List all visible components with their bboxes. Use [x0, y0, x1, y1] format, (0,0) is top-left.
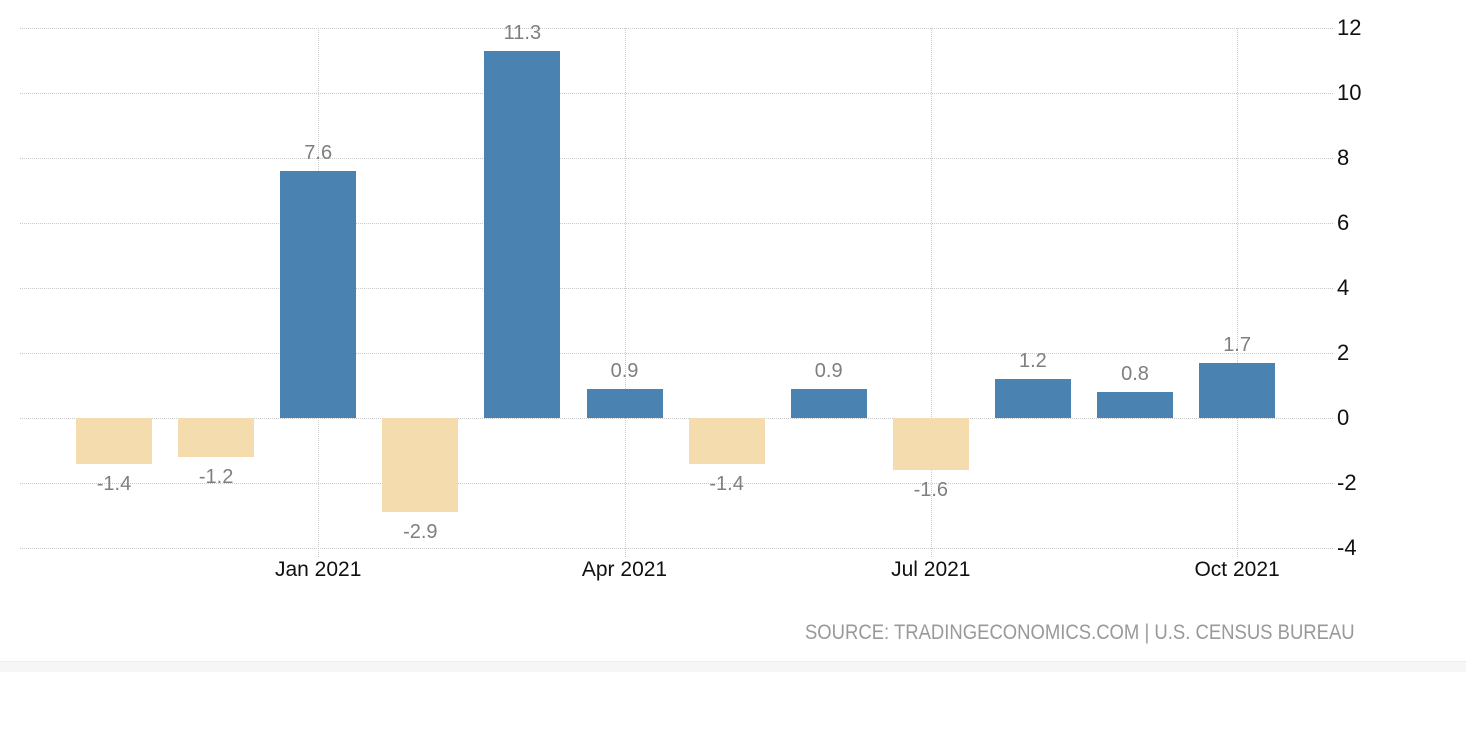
bar[interactable] — [280, 171, 357, 418]
bar-value-label: 0.9 — [814, 359, 843, 382]
v-gridline — [1237, 28, 1239, 557]
h-gridline — [20, 28, 1333, 29]
bar[interactable] — [688, 418, 765, 464]
bar-value-label: -1.2 — [198, 466, 234, 488]
h-gridline — [20, 548, 1333, 549]
x-axis-tick-label: Oct 2021 — [1194, 558, 1280, 581]
bar-value-label: 0.8 — [1121, 363, 1149, 385]
y-axis-tick-label: -4 — [1337, 535, 1357, 560]
h-gridline — [20, 353, 1333, 354]
bar[interactable] — [586, 388, 663, 418]
h-gridline — [20, 223, 1333, 224]
bar-value-label: -1.6 — [913, 479, 949, 501]
y-axis-tick-label: 10 — [1337, 80, 1362, 105]
bar[interactable] — [1097, 392, 1173, 418]
bar-value-label: -1.4 — [709, 472, 744, 495]
x-axis-tick-label: Apr 2021 — [581, 558, 668, 581]
bar[interactable] — [1199, 362, 1276, 418]
bar[interactable] — [76, 418, 152, 464]
bar-value-label: -2.9 — [403, 521, 438, 544]
y-axis-tick-label: 12 — [1337, 15, 1362, 40]
bar[interactable] — [484, 50, 561, 418]
v-gridline — [930, 28, 932, 557]
bar[interactable] — [994, 379, 1071, 418]
v-gridline — [624, 28, 626, 557]
x-axis-tick-label: Jul 2021 — [891, 558, 971, 581]
bar-value-label: 1.2 — [1018, 350, 1047, 372]
h-gridline — [20, 93, 1333, 94]
h-gridline — [20, 483, 1333, 484]
bottom-divider — [0, 661, 1466, 672]
bar-value-label: 1.7 — [1223, 333, 1251, 356]
y-axis-tick-label: 0 — [1337, 405, 1350, 430]
source-attribution: SOURCE: TRADINGECONOMICS.COM | U.S. CENS… — [805, 621, 1355, 644]
bar[interactable] — [382, 418, 459, 513]
y-axis-tick-label: 2 — [1337, 340, 1350, 365]
y-axis-tick-label: 4 — [1337, 275, 1350, 300]
h-gridline — [20, 158, 1333, 159]
bar-value-label: 11.3 — [503, 21, 542, 44]
y-axis-tick-label: 6 — [1337, 210, 1350, 235]
bar-value-label: -1.4 — [96, 472, 132, 495]
y-axis-tick-label: 8 — [1337, 145, 1350, 170]
h-gridline — [20, 288, 1333, 289]
bar-value-label: 0.9 — [610, 359, 639, 382]
x-axis-tick-label: Jan 2021 — [274, 558, 362, 581]
bar[interactable] — [178, 418, 255, 457]
h-gridline — [20, 418, 1333, 419]
y-axis-tick-label: -2 — [1337, 470, 1357, 495]
bar[interactable] — [790, 388, 867, 418]
bar[interactable] — [892, 418, 969, 470]
bar-value-label: 7.6 — [304, 142, 333, 164]
